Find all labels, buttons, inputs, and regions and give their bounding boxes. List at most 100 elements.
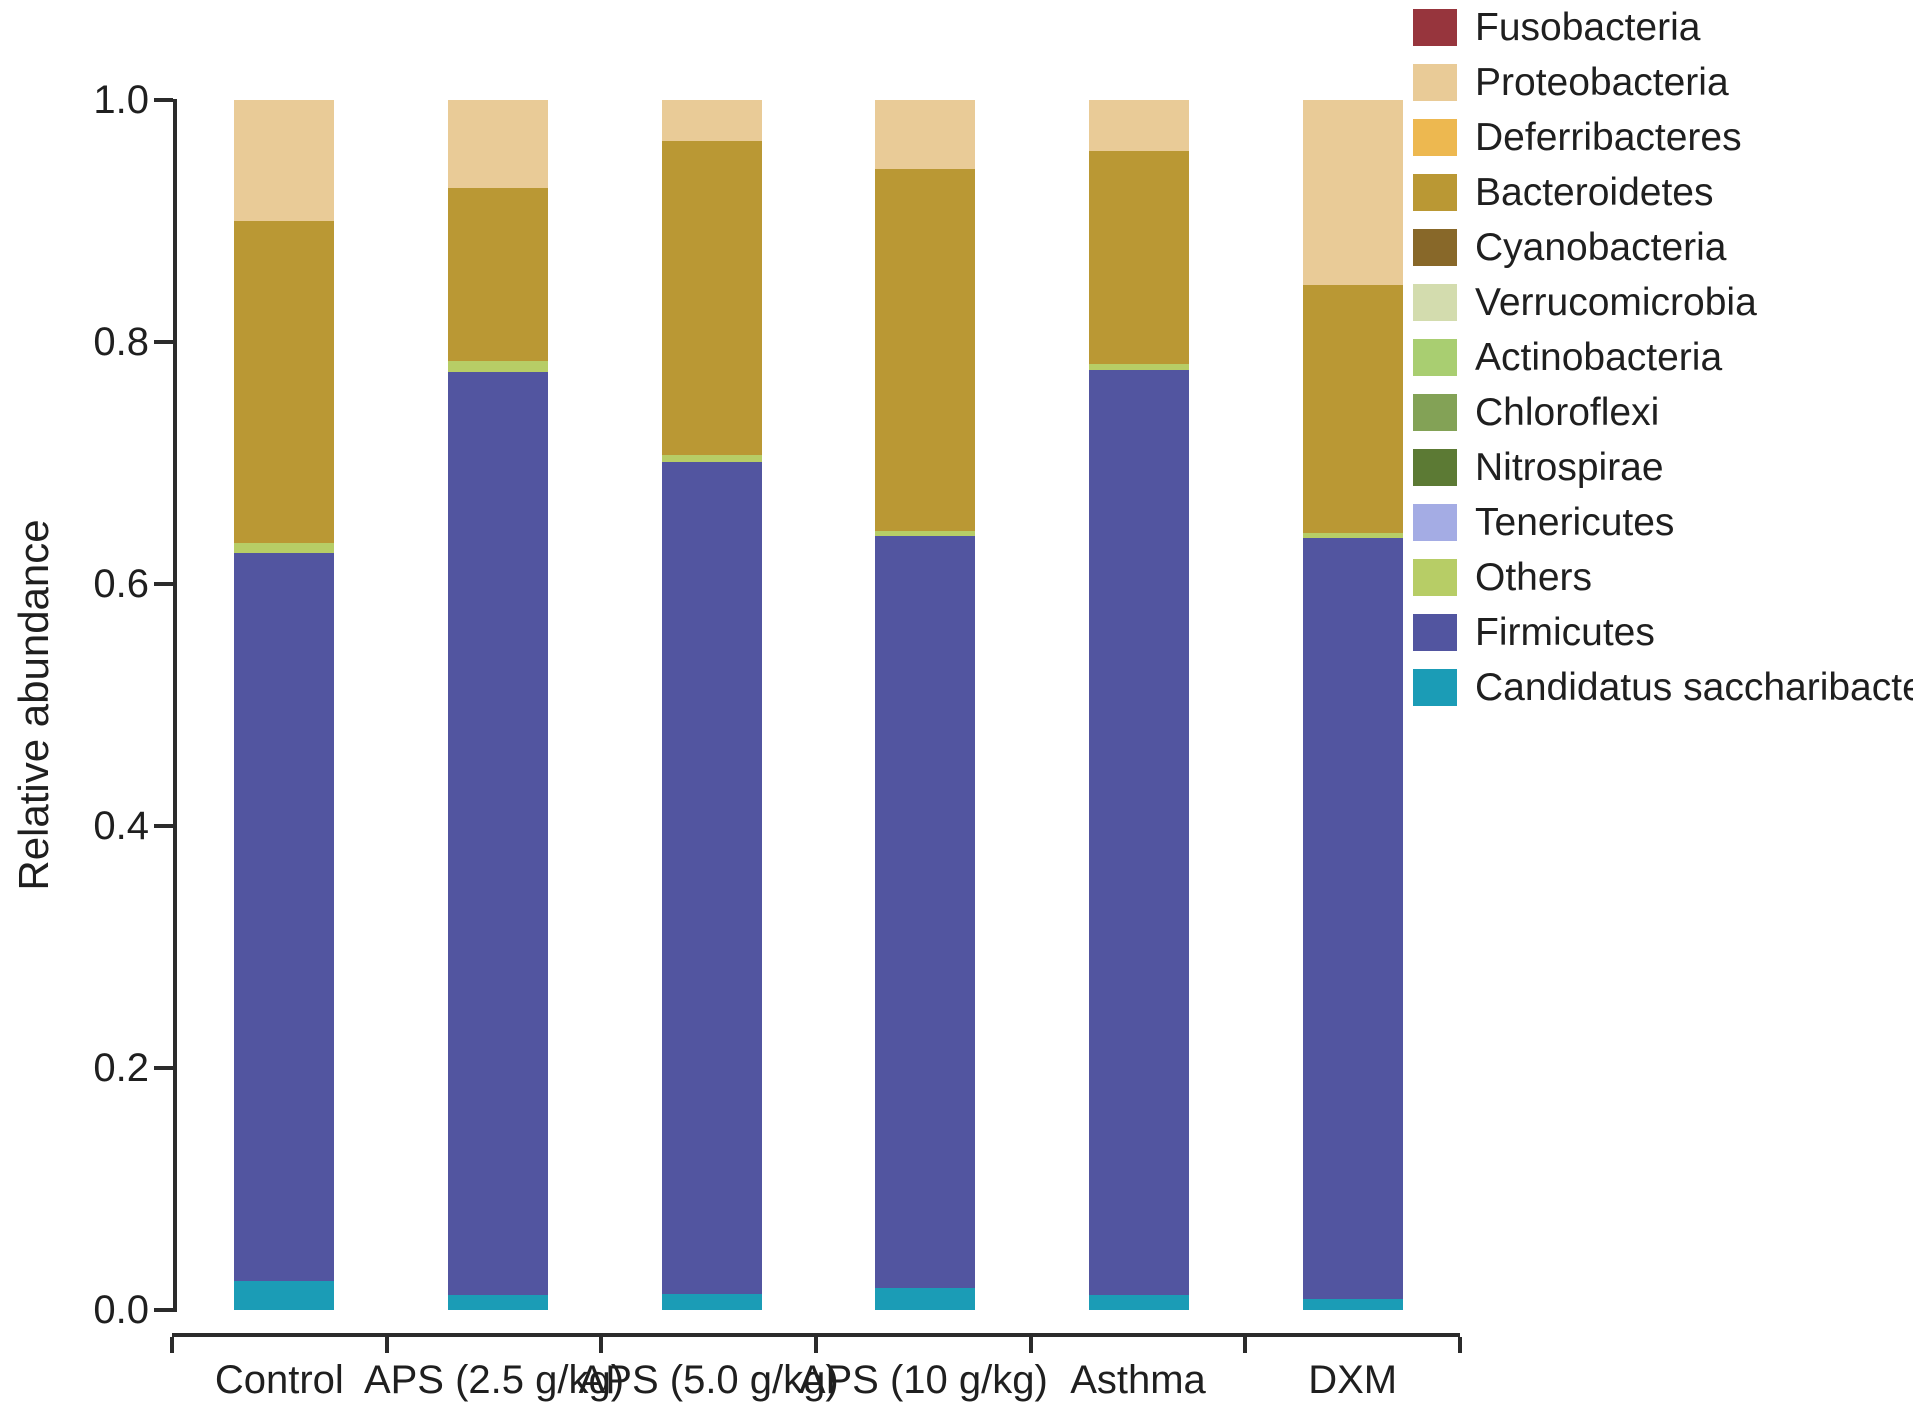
y-tick-label: 0.0 <box>93 1288 149 1332</box>
legend-swatch-nitrospirae <box>1413 449 1457 486</box>
legend-swatch-actinobacteria <box>1413 339 1457 376</box>
segment-bacteroidetes <box>661 141 762 455</box>
legend-item: Actinobacteria <box>1413 336 1913 379</box>
segment-others <box>1303 533 1404 539</box>
legend-item: Bacteroidetes <box>1413 171 1913 214</box>
x-category-label: Asthma <box>1070 1358 1206 1402</box>
segment-proteobacteria <box>233 100 334 222</box>
legend-label: Deferribacteres <box>1475 115 1742 159</box>
y-tick <box>154 1308 173 1312</box>
segment-bacteroidetes <box>1089 150 1190 364</box>
y-tick-label: 0.6 <box>93 562 149 606</box>
segment-firmicutes <box>1089 369 1190 1296</box>
segment-candidatus-saccharibacteria <box>875 1288 976 1310</box>
x-category-label: Control <box>214 1358 344 1402</box>
y-tick <box>154 98 173 102</box>
bar-aps-2-5-g-kg <box>447 100 548 1310</box>
legend-item: Proteobacteria <box>1413 61 1913 104</box>
legend-swatch-proteobacteria <box>1413 64 1457 101</box>
segment-others <box>1089 363 1190 370</box>
legend-label: Actinobacteria <box>1475 335 1723 379</box>
y-tick <box>154 824 173 828</box>
legend-label: Bacteroidetes <box>1475 170 1714 214</box>
segment-candidatus-saccharibacteria <box>1089 1295 1190 1310</box>
x-tick <box>384 1337 389 1353</box>
y-tick-label: 0.4 <box>93 804 149 848</box>
y-tick-label: 1.0 <box>93 78 149 122</box>
segment-bacteroidetes <box>1303 285 1404 534</box>
legend-swatch-fusobacteria <box>1413 9 1457 46</box>
x-axis-bracket <box>170 1333 1462 1357</box>
y-tick-label: 0.2 <box>93 1046 149 1090</box>
segment-proteobacteria <box>1089 100 1190 151</box>
segment-firmicutes <box>661 461 762 1295</box>
legend-swatch-others <box>1413 559 1457 596</box>
segment-bacteroidetes <box>233 221 334 543</box>
segment-firmicutes <box>875 535 976 1289</box>
legend-swatch-tenericutes <box>1413 504 1457 541</box>
bar-aps-5-0-g-kg <box>661 100 762 1310</box>
bar-control <box>233 100 334 1310</box>
y-axis-title: Relative abundance <box>10 519 57 891</box>
segment-candidatus-saccharibacteria <box>1303 1299 1404 1310</box>
legend-swatch-deferribacteres <box>1413 119 1457 156</box>
bar-aps-10-g-kg <box>875 100 976 1310</box>
segment-others <box>875 530 976 536</box>
x-tick <box>1243 1337 1248 1353</box>
segment-candidatus-saccharibacteria <box>447 1295 548 1310</box>
y-axis-line <box>173 99 177 1312</box>
legend-item: Verrucomicrobia <box>1413 281 1913 324</box>
segment-others <box>233 542 334 553</box>
legend-item: Firmicutes <box>1413 611 1913 654</box>
segment-bacteroidetes <box>875 169 976 531</box>
legend-label: Others <box>1475 555 1593 599</box>
legend-label: Candidatus saccharibacteria <box>1475 665 1913 709</box>
plot-area: 0.0 0.2 0.4 0.6 0.8 1.0 <box>93 80 1460 1330</box>
legend-label: Chloroflexi <box>1475 390 1660 434</box>
legend-label: Proteobacteria <box>1475 60 1729 104</box>
segment-others <box>447 361 548 373</box>
x-tick <box>1028 1337 1033 1353</box>
legend-swatch-chloroflexi <box>1413 394 1457 431</box>
bar-dxm <box>1303 100 1404 1310</box>
segment-bacteroidetes <box>447 188 548 362</box>
legend-item: Others <box>1413 556 1913 599</box>
legend-swatch-verrucomicrobia <box>1413 284 1457 321</box>
x-category-label: DXM <box>1308 1358 1398 1402</box>
segment-proteobacteria <box>447 100 548 189</box>
legend-label: Tenericutes <box>1475 500 1675 544</box>
legend-item: Deferribacteres <box>1413 116 1913 159</box>
x-category-label: APS (10 g/kg) <box>798 1358 1048 1402</box>
segment-firmicutes <box>233 552 334 1281</box>
legend-swatch-bacteroidetes <box>1413 174 1457 211</box>
bar-asthma <box>1089 100 1190 1310</box>
legend-label: Fusobacteria <box>1475 5 1701 49</box>
y-tick <box>154 582 173 586</box>
legend-label: Firmicutes <box>1475 610 1655 654</box>
legend-swatch-candidatus-saccharibacteria <box>1413 669 1457 706</box>
segment-firmicutes <box>1303 538 1404 1300</box>
legend-item: Fusobacteria <box>1413 6 1913 49</box>
legend-label: Nitrospirae <box>1475 445 1664 489</box>
segment-candidatus-saccharibacteria <box>233 1280 334 1310</box>
x-category-label: APS (2.5 g/kg) <box>363 1358 625 1402</box>
legend: Fusobacteria Proteobacteria Deferribactere… <box>1413 6 1913 724</box>
y-tick-label: 0.8 <box>93 320 149 364</box>
legend-swatch-cyanobacteria <box>1413 229 1457 266</box>
x-axis-labels: Control APS (2.5 g/kg) APS (5.0 g/kg) APS (… <box>172 1358 1460 1410</box>
legend-swatch-firmicutes <box>1413 614 1457 651</box>
x-tick <box>1458 1337 1462 1353</box>
x-tick <box>599 1337 604 1353</box>
segment-candidatus-saccharibacteria <box>661 1294 762 1310</box>
legend-item: Tenericutes <box>1413 501 1913 544</box>
segment-others <box>661 454 762 462</box>
x-tick <box>170 1337 174 1353</box>
segment-proteobacteria <box>661 100 762 142</box>
legend-label: Verrucomicrobia <box>1475 280 1757 324</box>
legend-item: Chloroflexi <box>1413 391 1913 434</box>
segment-firmicutes <box>447 372 548 1296</box>
y-tick <box>154 340 173 344</box>
segment-proteobacteria <box>875 100 976 170</box>
legend-item: Candidatus saccharibacteria <box>1413 666 1913 709</box>
